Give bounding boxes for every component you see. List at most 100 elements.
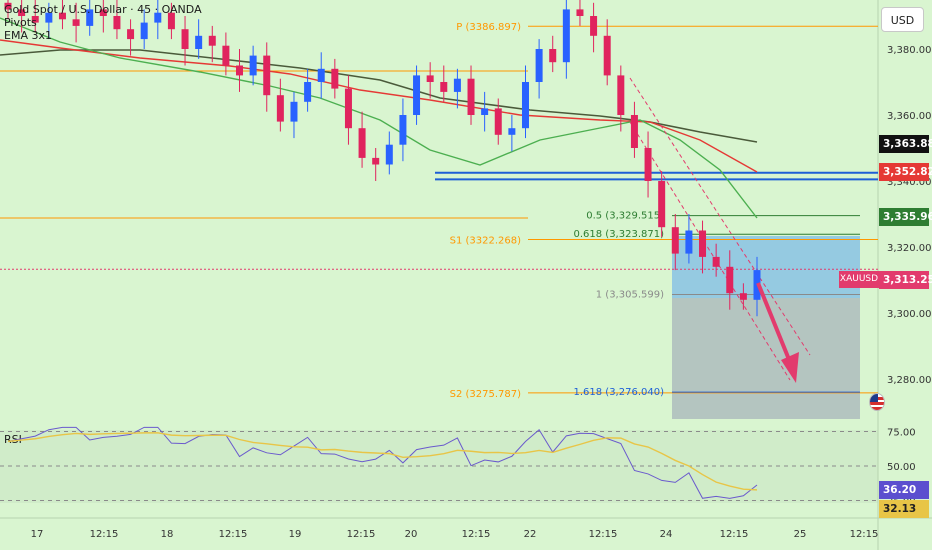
candle-body [58, 12, 66, 20]
candle-body [127, 29, 135, 40]
candle-body [576, 9, 584, 16]
indicator-ema-label[interactable]: EMA 3x1 [4, 29, 52, 42]
candle-body [140, 22, 148, 40]
candle-body [658, 181, 666, 228]
candle-body [372, 157, 380, 165]
candle-body [304, 82, 312, 102]
candle-body [358, 128, 366, 158]
candle-body [18, 9, 26, 16]
candle-body [549, 49, 557, 63]
candle-body [590, 16, 598, 36]
candle-body [562, 9, 570, 63]
time-tick-label: 12:15 [589, 529, 618, 540]
candle-body [31, 16, 39, 23]
time-tick-label: 12:15 [850, 529, 879, 540]
symbol-badge: XAUUSD [839, 271, 879, 288]
pivot-label: S2 (3275.787) [450, 389, 522, 400]
candle-body [685, 230, 693, 254]
time-tick-label: 25 [794, 529, 807, 540]
price-tick-label: 3,300.000 [887, 309, 932, 320]
candle-body [413, 75, 421, 115]
candle-body [494, 108, 502, 135]
position-tool-box [672, 236, 860, 419]
pivot-label: S1 (3322.268) [450, 236, 522, 247]
ema-mid-line [0, 39, 758, 173]
channel-upper-line [629, 77, 811, 356]
time-tick-label: 20 [405, 529, 418, 540]
candle-body [467, 78, 475, 115]
ema-slow-line [0, 49, 758, 143]
ema-fast-line [0, 17, 758, 219]
candle-body [236, 65, 244, 76]
candle-body [481, 108, 489, 115]
candle-body [45, 12, 53, 23]
time-tick-label: 19 [289, 529, 302, 540]
time-tick-label: 12:15 [219, 529, 248, 540]
channel-lower-line [629, 121, 791, 381]
candle-body [699, 230, 707, 257]
price-tick-label: 3,340.000 [887, 177, 932, 188]
currency-button[interactable]: USD [881, 7, 924, 32]
time-tick-label: 24 [660, 529, 673, 540]
rsi-badge-value: 36.20 [879, 481, 929, 499]
fib-label: 0.5 (3,329.515) [586, 211, 664, 222]
price-badge-last: 3,313.250 [879, 271, 932, 289]
fib-label: 1 (3,305.599) [596, 290, 664, 301]
candle-body [344, 88, 352, 129]
fib-label: 1.618 (3,276.040) [573, 387, 664, 398]
fib-label: 0.618 (3,323.871) [573, 229, 664, 240]
price-badge-ema-fast: 3,335.964 [879, 208, 932, 226]
candle-body [535, 49, 543, 82]
time-tick-label: 12:15 [347, 529, 376, 540]
candle-body [290, 101, 298, 122]
candle-body [603, 35, 611, 76]
candle-body [399, 115, 407, 145]
candle-body [426, 75, 434, 82]
forecast-arrow-shaft [756, 282, 792, 363]
candle-body [453, 78, 461, 92]
candle-body [72, 19, 80, 26]
rsi-panel-label: RSI [4, 433, 22, 446]
candle-body [222, 45, 230, 66]
time-tick-label: 18 [161, 529, 174, 540]
candle-body [276, 95, 284, 122]
candle-body [726, 266, 734, 294]
time-tick-label: 22 [524, 529, 537, 540]
candle-body [317, 68, 325, 82]
candle-body [617, 75, 625, 115]
candle-body [630, 115, 638, 148]
price-tick-label: 3,380.000 [887, 45, 932, 56]
candle-body [208, 35, 216, 46]
candle-body [181, 29, 189, 49]
price-tick-label: 3,360.000 [887, 111, 932, 122]
candle-body [521, 82, 529, 129]
time-tick-label: 17 [31, 529, 44, 540]
candle-body [440, 82, 448, 92]
indicator-pivots-label[interactable]: Pivots [4, 16, 37, 29]
candle-body [154, 12, 162, 23]
price-tick-label: 3,280.000 [887, 375, 932, 386]
candle-body [167, 12, 175, 30]
rsi-badge-ma: 32.13 [879, 500, 929, 518]
us-flag-icon[interactable] [869, 393, 885, 411]
rsi-ma-line [7, 432, 758, 491]
candle-body [195, 35, 203, 49]
candle-body [671, 227, 679, 254]
candle-body [331, 68, 339, 89]
time-tick-label: 12:15 [720, 529, 749, 540]
candle-body [113, 16, 121, 30]
price-badge-ema-mid: 3,352.828 [879, 163, 932, 181]
candle-body [249, 55, 257, 76]
candle-body [385, 144, 393, 165]
target-loss-zone [672, 298, 860, 419]
candle-body [739, 293, 747, 300]
forecast-arrow-head [781, 352, 799, 383]
time-tick-label: 12:15 [90, 529, 119, 540]
time-tick-label: 12:15 [462, 529, 491, 540]
candle-body [86, 9, 94, 26]
price-tick-label: 3,320.000 [887, 243, 932, 254]
candle-body [263, 55, 271, 96]
candle-body [99, 9, 107, 16]
